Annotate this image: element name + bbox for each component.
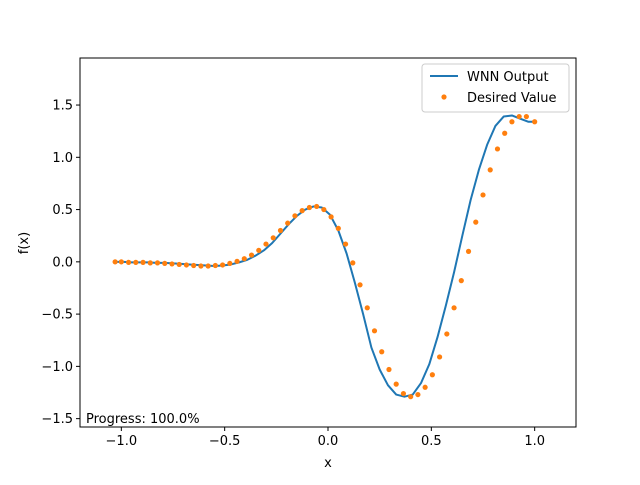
y-tick-label: 0.5 <box>52 203 73 218</box>
data-point-desired-value <box>285 220 291 226</box>
y-tick-label: 1.5 <box>52 99 73 114</box>
data-point-desired-value <box>125 259 132 265</box>
data-point-desired-value <box>408 394 414 400</box>
legend-point-swatch <box>441 94 447 100</box>
data-point-desired-value <box>306 204 312 211</box>
data-point-desired-value <box>465 248 472 254</box>
legend: WNN Output Desired Value <box>421 63 570 113</box>
data-point-desired-value <box>328 214 334 220</box>
data-point-desired-value <box>292 213 298 219</box>
data-point-desired-value <box>379 349 385 355</box>
data-point-desired-value <box>473 219 479 225</box>
data-point-desired-value <box>444 331 450 337</box>
data-point-desired-value <box>415 391 421 398</box>
data-point-desired-value <box>437 354 443 360</box>
x-tick-label: −0.5 <box>209 434 241 449</box>
y-tick-label: 0.0 <box>52 255 73 270</box>
data-point-desired-value <box>140 259 146 265</box>
data-point-desired-value <box>523 113 530 120</box>
legend-box <box>421 63 570 113</box>
data-point-desired-value <box>220 262 226 268</box>
data-point-desired-value <box>342 241 349 247</box>
data-point-desired-value <box>263 241 269 247</box>
y-tick-label: −0.5 <box>41 308 73 323</box>
data-point-desired-value <box>364 305 370 311</box>
data-point-desired-value <box>321 206 327 213</box>
data-point-desired-value <box>112 259 118 265</box>
data-point-desired-value <box>277 227 284 234</box>
data-point-desired-value <box>532 119 538 125</box>
data-point-desired-value <box>516 113 522 120</box>
x-tick-label: 0.0 <box>318 434 339 449</box>
data-point-desired-value <box>335 225 341 231</box>
x-tick-label: −1.0 <box>106 434 138 449</box>
data-point-desired-value <box>118 259 124 265</box>
data-point-desired-value <box>234 258 240 264</box>
y-axis-label: f(x) <box>17 232 32 254</box>
data-point-desired-value <box>422 384 428 390</box>
x-axis-label: x <box>324 456 332 471</box>
x-tick-label: 0.5 <box>421 434 442 449</box>
data-point-desired-value <box>154 260 161 266</box>
data-point-desired-value <box>400 390 407 397</box>
data-point-desired-value <box>299 208 305 214</box>
data-point-desired-value <box>357 282 363 288</box>
data-point-desired-value <box>212 262 218 269</box>
progress-text: Progress: 100.0% <box>86 412 200 427</box>
data-point-desired-value <box>487 167 493 173</box>
data-point-desired-value <box>191 262 197 269</box>
plot-area <box>112 113 538 400</box>
y-tick-label: −1.0 <box>41 360 73 375</box>
y-tick-label: 1.0 <box>52 151 73 166</box>
data-point-desired-value <box>248 252 255 258</box>
data-point-desired-value <box>205 263 211 269</box>
data-point-desired-value <box>256 247 262 253</box>
legend-label-wnn-output: WNN Output <box>467 70 549 85</box>
data-point-desired-value <box>227 260 233 267</box>
data-point-desired-value <box>393 381 399 387</box>
data-point-desired-value <box>350 260 356 266</box>
data-point-desired-value <box>494 146 501 152</box>
data-point-desired-value <box>451 305 457 311</box>
data-point-desired-value <box>169 261 175 267</box>
x-tick-label: 1.0 <box>524 434 545 449</box>
data-point-desired-value <box>480 192 486 198</box>
data-point-desired-value <box>509 119 515 125</box>
data-point-desired-value <box>458 278 464 284</box>
data-point-desired-value <box>314 203 320 210</box>
data-point-desired-value <box>147 260 153 266</box>
data-point-desired-value <box>133 259 139 265</box>
data-point-desired-value <box>241 256 247 262</box>
axes: −1.0 −0.5 0.0 0.5 1.0 −1.5 −1.0 −0.5 0.0 0.5 1.0 1.… <box>41 57 577 449</box>
data-point-desired-value <box>162 260 168 267</box>
data-point-desired-value <box>176 261 182 268</box>
data-point-desired-value <box>429 372 435 378</box>
data-point-desired-value <box>270 235 276 241</box>
data-point-desired-value <box>183 262 190 268</box>
y-tick-label: −1.5 <box>41 412 73 427</box>
data-point-desired-value <box>502 130 508 136</box>
data-point-desired-value <box>198 263 204 269</box>
data-point-desired-value <box>386 366 392 373</box>
data-point-desired-value <box>371 328 378 334</box>
legend-label-desired-value: Desired Value <box>467 91 557 106</box>
